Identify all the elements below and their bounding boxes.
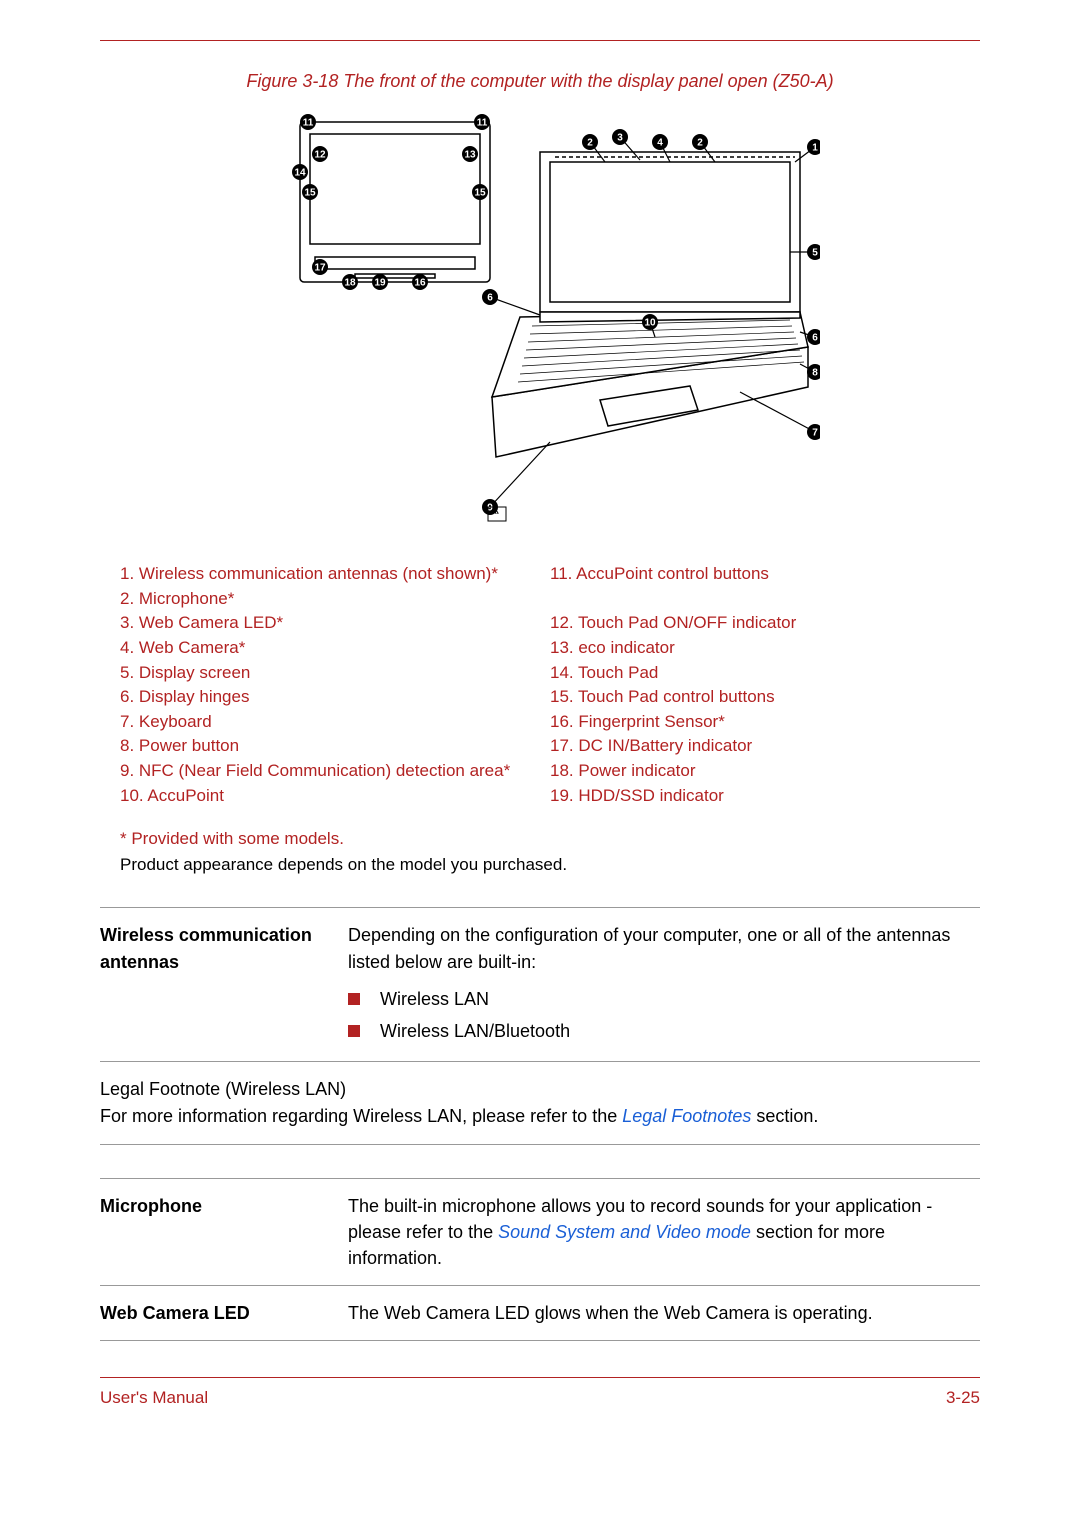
legend-item: 13. eco indicator bbox=[550, 636, 960, 661]
desc-webcam-led: Web Camera LED The Web Camera LED glows … bbox=[100, 1285, 980, 1340]
square-bullet-icon bbox=[348, 1025, 360, 1037]
page: Figure 3-18 The front of the computer wi… bbox=[0, 0, 1080, 1438]
legend-item: 19. HDD/SSD indicator bbox=[550, 784, 960, 809]
svg-text:16: 16 bbox=[414, 278, 426, 289]
footnote-block: Legal Footnote (Wireless LAN) For more i… bbox=[100, 1061, 980, 1144]
footnote-line1: Legal Footnote (Wireless LAN) bbox=[100, 1076, 980, 1103]
legend-item bbox=[550, 587, 960, 612]
footer-right: 3-25 bbox=[946, 1388, 980, 1408]
legend-item: 1. Wireless communication antennas (not … bbox=[120, 562, 530, 587]
svg-text:11: 11 bbox=[303, 118, 314, 129]
svg-text:2: 2 bbox=[697, 138, 703, 149]
legend-item: 8. Power button bbox=[120, 734, 530, 759]
svg-text:5: 5 bbox=[812, 248, 818, 259]
laptop-diagram: 1111121314151517181916 bbox=[260, 112, 820, 532]
legend-note-appearance: Product appearance depends on the model … bbox=[120, 852, 960, 878]
desc-wireless: Wireless communication antennas Dependin… bbox=[100, 907, 980, 1060]
wireless-bullets: Wireless LAN Wireless LAN/Bluetooth bbox=[348, 983, 980, 1047]
svg-text:1: 1 bbox=[812, 143, 818, 154]
legend-item: 16. Fingerprint Sensor* bbox=[550, 710, 960, 735]
legend-item: 17. DC IN/Battery indicator bbox=[550, 734, 960, 759]
top-rule bbox=[100, 40, 980, 41]
legend-item: 11. AccuPoint control buttons bbox=[550, 562, 960, 587]
term-microphone: Microphone bbox=[100, 1193, 320, 1271]
desc-microphone: Microphone The built-in microphone allow… bbox=[100, 1178, 980, 1285]
legend-left-column: 1. Wireless communication antennas (not … bbox=[120, 562, 550, 808]
footer: User's Manual 3-25 bbox=[100, 1377, 980, 1408]
footnote-line2: For more information regarding Wireless … bbox=[100, 1103, 980, 1130]
legend-table: 1. Wireless communication antennas (not … bbox=[120, 562, 960, 808]
legend-item: 14. Touch Pad bbox=[550, 661, 960, 686]
svg-text:10: 10 bbox=[644, 318, 656, 329]
link-legal-footnotes[interactable]: Legal Footnotes bbox=[622, 1106, 751, 1126]
legend-item: 10. AccuPoint bbox=[120, 784, 530, 809]
legend-item: 5. Display screen bbox=[120, 661, 530, 686]
legend-item: 6. Display hinges bbox=[120, 685, 530, 710]
legend-item: 9. NFC (Near Field Communication) detect… bbox=[120, 759, 530, 784]
svg-text:15: 15 bbox=[304, 188, 316, 199]
svg-text:6: 6 bbox=[487, 293, 493, 304]
svg-text:19: 19 bbox=[374, 278, 386, 289]
square-bullet-icon bbox=[348, 993, 360, 1005]
svg-text:17: 17 bbox=[314, 263, 326, 274]
svg-text:7: 7 bbox=[812, 428, 818, 439]
legend-item: 4. Web Camera* bbox=[120, 636, 530, 661]
legend-item: 2. Microphone* bbox=[120, 587, 530, 612]
body-wireless: Depending on the configuration of your c… bbox=[348, 922, 980, 1046]
bullet-wlan-bt: Wireless LAN/Bluetooth bbox=[348, 1015, 980, 1047]
figure-caption: Figure 3-18 The front of the computer wi… bbox=[100, 71, 980, 92]
body-wireless-text: Depending on the configuration of your c… bbox=[348, 925, 950, 971]
footer-left: User's Manual bbox=[100, 1388, 208, 1408]
svg-text:11: 11 bbox=[477, 118, 488, 129]
legend-item: 12. Touch Pad ON/OFF indicator bbox=[550, 611, 960, 636]
svg-text:2: 2 bbox=[587, 138, 593, 149]
body-microphone: The built-in microphone allows you to re… bbox=[348, 1193, 980, 1271]
diagram-container: 1111121314151517181916 bbox=[100, 112, 980, 532]
body-webcam-led: The Web Camera LED glows when the Web Ca… bbox=[348, 1300, 980, 1326]
svg-text:6: 6 bbox=[812, 333, 818, 344]
term-wireless: Wireless communication antennas bbox=[100, 922, 320, 1046]
svg-text:14: 14 bbox=[294, 168, 306, 179]
section-gap bbox=[100, 1144, 980, 1178]
legend-right-column: 11. AccuPoint control buttons 12. Touch … bbox=[550, 562, 960, 808]
legend-notes: * Provided with some models. Product app… bbox=[120, 826, 960, 877]
legend-item: 18. Power indicator bbox=[550, 759, 960, 784]
svg-text:3: 3 bbox=[617, 133, 623, 144]
legend-item: 15. Touch Pad control buttons bbox=[550, 685, 960, 710]
svg-text:8: 8 bbox=[812, 368, 818, 379]
link-sound-system[interactable]: Sound System and Video mode bbox=[498, 1222, 751, 1242]
svg-text:13: 13 bbox=[464, 150, 476, 161]
legend-item: 7. Keyboard bbox=[120, 710, 530, 735]
svg-text:18: 18 bbox=[344, 278, 356, 289]
svg-text:4: 4 bbox=[657, 138, 663, 149]
legend-note-asterisk: * Provided with some models. bbox=[120, 826, 960, 852]
term-webcam-led: Web Camera LED bbox=[100, 1300, 320, 1326]
svg-text:12: 12 bbox=[314, 150, 326, 161]
legend-item: 3. Web Camera LED* bbox=[120, 611, 530, 636]
bullet-wlan: Wireless LAN bbox=[348, 983, 980, 1015]
bottom-rule-gray bbox=[100, 1340, 980, 1341]
svg-text:15: 15 bbox=[474, 188, 486, 199]
